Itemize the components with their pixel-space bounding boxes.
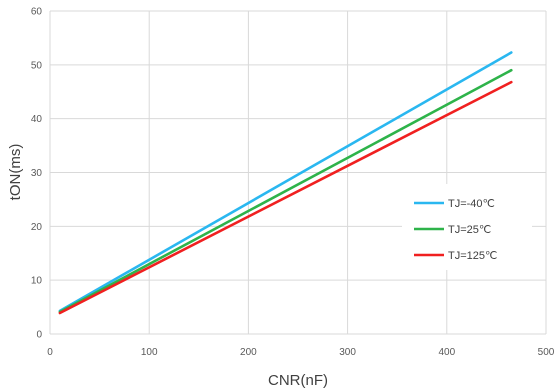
y-axis-title: tON(ms) <box>7 144 24 201</box>
x-tick-label: 0 <box>47 347 53 358</box>
legend: TJ=-40℃ TJ=25℃ TJ=125℃ <box>402 184 532 270</box>
y-axis-ticks: 0 10 20 30 40 50 60 <box>31 7 43 341</box>
x-axis-ticks: 0 100 200 300 400 500 <box>47 347 555 358</box>
y-tick-label: 40 <box>31 114 43 125</box>
y-tick-label: 10 <box>31 276 43 287</box>
y-tick-label: 0 <box>36 330 42 341</box>
y-tick-label: 60 <box>31 7 43 18</box>
x-tick-label: 500 <box>538 347 555 358</box>
series-line-0 <box>58 51 513 313</box>
x-tick-label: 100 <box>141 347 158 358</box>
legend-label: TJ=125℃ <box>448 250 497 262</box>
series-lines <box>58 51 513 315</box>
series-line-2 <box>58 80 513 315</box>
y-tick-label: 20 <box>31 222 43 233</box>
x-tick-label: 200 <box>240 347 257 358</box>
legend-label: TJ=-40℃ <box>448 198 495 210</box>
x-tick-label: 300 <box>339 347 356 358</box>
y-tick-label: 50 <box>31 60 43 71</box>
series-line-1 <box>58 68 513 314</box>
legend-label: TJ=25℃ <box>448 224 491 236</box>
x-axis-title: CNR(nF) <box>268 372 328 389</box>
x-tick-label: 400 <box>438 347 455 358</box>
y-tick-label: 30 <box>31 168 43 179</box>
grid-lines <box>49 10 547 335</box>
